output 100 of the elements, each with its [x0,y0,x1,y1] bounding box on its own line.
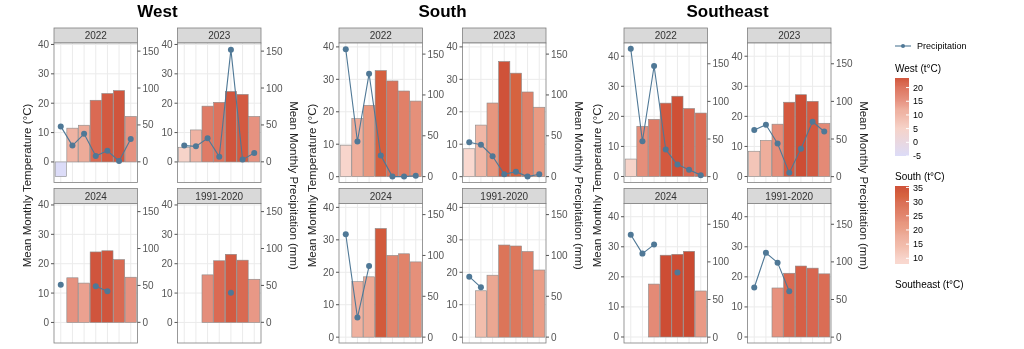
y2-tick-label: 100 [142,82,160,94]
y-tick-label: 10 [161,287,173,299]
y2-tick-label: 150 [266,45,284,57]
chart-subtitle: 2022 [369,30,393,41]
point [366,263,373,270]
y-tick-label: 20 [37,97,50,109]
color-bar-title: West (t°C) [895,63,942,74]
color-bar-title: Southeast (t°C) [895,279,964,290]
point [501,171,508,178]
y2-tick-label: 100 [712,95,730,107]
point [762,121,769,128]
point [774,140,781,147]
point [104,288,111,295]
y-tick-label: 30 [37,68,50,80]
y-tick-label: 0 [43,316,50,328]
point [751,284,758,291]
y-tick-label: 10 [322,138,335,150]
color-bar-label: 5 [913,123,919,134]
y2-tick-label: 150 [836,58,854,70]
y2-axis-title: Mean Monthly Precipitation (mm) [572,101,585,271]
y2-tick-label: 50 [266,279,278,291]
chart-subtitle: 1991-2020 [195,190,244,202]
legend-label: Precipitation [917,41,967,52]
y-tick-label: 40 [322,41,335,53]
y2-tick-label: 0 [142,316,149,328]
point [57,281,64,288]
point [251,149,258,156]
y-tick-label: 30 [731,241,743,253]
point [192,143,199,150]
point [104,147,111,154]
y-tick-label: 20 [607,271,620,283]
y2-tick-label: 100 [266,82,284,94]
point [69,142,76,149]
y-tick-label: 10 [607,301,620,313]
y-tick-label: 10 [731,301,743,313]
chart-subtitle: 2024 [654,190,678,202]
y-tick-label: 0 [166,156,173,168]
y-tick-label: 10 [731,140,743,152]
y2-tick-label: 0 [836,331,842,343]
y-tick-label: 40 [37,38,50,50]
point [512,168,519,175]
point [651,241,658,248]
color-bar-label: 0 [913,137,919,148]
y-tick-label: 30 [37,228,50,240]
point [697,172,704,179]
color-bar-label: 20 [913,225,924,236]
y-tick-label: 10 [37,287,50,299]
point [627,231,634,238]
y2-tick-label: 0 [551,171,557,183]
point [466,139,473,146]
y-tick-label: 40 [161,199,173,211]
y2-axis-title: Mean Monthly Precipitation (mm) [287,101,300,271]
point [354,138,361,145]
y-tick-label: 10 [322,299,335,311]
y2-tick-label: 50 [427,290,440,302]
point [674,161,681,168]
chart-title: South [418,2,467,21]
point [216,153,223,160]
y2-tick-label: 0 [712,331,719,343]
chart-subtitle: 2023 [778,30,801,41]
y-tick-label: 40 [161,38,173,50]
point [239,156,246,163]
color-bar-label: 25 [913,210,924,221]
color-bar-title: South (t°C) [895,171,945,182]
point [389,173,396,180]
chart-title: West [137,2,178,21]
point [377,152,384,159]
point [92,152,99,159]
y-tick-label: 20 [161,258,173,270]
y-tick-label: 0 [166,316,173,328]
y-tick-label: 30 [161,228,173,240]
point [786,169,793,176]
y2-tick-label: 150 [836,218,854,230]
y-tick-label: 20 [446,266,458,278]
y2-tick-label: 0 [142,156,149,168]
point [342,46,349,53]
point [127,135,134,142]
y2-tick-label: 100 [551,249,569,261]
y-axis-title: Mean Monthly Temperature (°C) [306,103,319,268]
y2-tick-label: 50 [266,119,278,131]
y2-tick-label: 50 [427,130,440,142]
y2-tick-label: 50 [836,133,848,145]
y-tick-label: 30 [731,80,743,92]
point [204,135,211,142]
y2-tick-label: 150 [551,48,569,60]
y2-tick-label: 0 [266,156,272,168]
y-tick-label: 30 [161,68,173,80]
y2-tick-label: 150 [551,209,569,221]
color-bar-label: -5 [913,151,922,162]
y-tick-label: 20 [731,271,743,283]
y-tick-label: 0 [613,331,620,343]
point [342,231,349,238]
y-tick-label: 0 [736,331,743,343]
y2-tick-label: 150 [712,58,730,70]
y2-tick-label: 0 [266,316,272,328]
point [227,46,234,53]
y-tick-label: 40 [607,211,620,223]
y-tick-label: 10 [161,127,173,139]
chart-subtitle: 1991-2020 [765,190,814,202]
y-tick-label: 40 [731,50,743,62]
